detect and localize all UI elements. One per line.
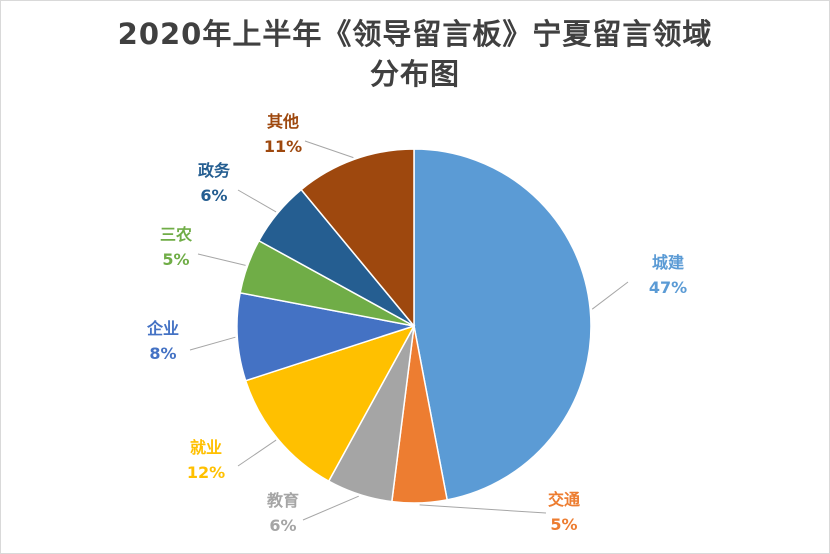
slice-label-3: 教育 [267, 491, 299, 510]
leader-line-1 [591, 281, 629, 310]
chart-title-line1: 2020年上半年《领导留言板》宁夏留言领域 [117, 17, 713, 51]
slice-label-1: 城建 [652, 253, 684, 272]
chart-title: 2020年上半年《领导留言板》宁夏留言领域 分布图 [0, 14, 830, 94]
slice-label-5: 企业 [146, 319, 179, 338]
slice-label-2: 交通 [548, 490, 580, 509]
leader-line-5 [189, 336, 236, 351]
slice-label-6: 三农 [160, 225, 192, 244]
leader-line-7 [237, 189, 277, 213]
pie-slice-1 [413, 148, 592, 501]
slice-percent-6: 5% [162, 250, 189, 269]
slice-label-4: 就业 [190, 438, 222, 457]
slice-percent-1: 47% [649, 278, 687, 297]
pie-slice-4 [244, 324, 416, 483]
slice-percent-8: 11% [264, 137, 302, 156]
slice-percent-5: 8% [149, 344, 176, 363]
pie-slice-8 [300, 148, 415, 329]
leader-line-2 [419, 504, 547, 514]
leader-line-4 [237, 439, 277, 467]
leader-line-8 [304, 140, 354, 159]
slice-label-7: 政务 [198, 161, 231, 180]
slice-percent-3: 6% [269, 516, 296, 535]
slice-percent-7: 6% [200, 186, 227, 205]
chart-title-line2: 分布图 [369, 57, 460, 91]
slice-percent-4: 12% [187, 463, 225, 482]
leader-line-6 [197, 253, 246, 266]
pie-slice-5 [236, 291, 415, 382]
slice-percent-2: 5% [550, 515, 577, 534]
slice-label-8: 其他 [267, 112, 299, 131]
leader-line-3 [302, 495, 359, 521]
